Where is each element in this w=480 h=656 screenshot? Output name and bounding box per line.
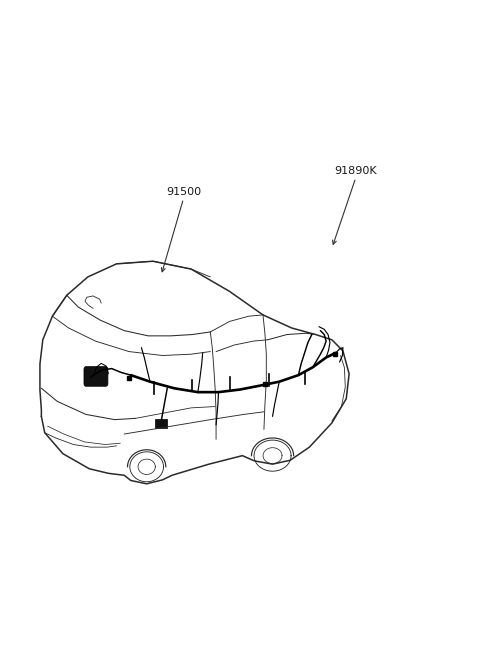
FancyBboxPatch shape [84, 367, 108, 386]
Text: 91500: 91500 [166, 187, 201, 197]
Text: 91890K: 91890K [335, 166, 377, 176]
Bar [155, 419, 167, 428]
